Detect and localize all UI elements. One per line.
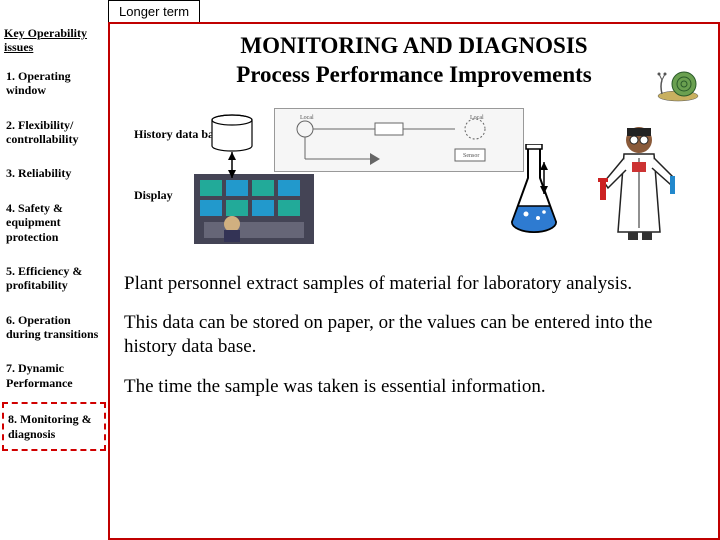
- sidebar-item-6: 6. Operation during transitions: [0, 303, 108, 352]
- tab-longer-term[interactable]: Longer term: [108, 0, 200, 23]
- snail-icon: [656, 66, 706, 102]
- diagram-area: History data base Display Local: [124, 108, 704, 248]
- title-line-1: MONITORING AND DIAGNOSIS: [124, 32, 704, 61]
- sidebar-item-7: 7. Dynamic Performance: [0, 351, 108, 400]
- main-panel: MONITORING AND DIAGNOSIS Process Perform…: [108, 22, 720, 540]
- sidebar-item-2: 2. Flexibility/ controllability: [0, 108, 108, 157]
- scientist-icon: [594, 122, 684, 240]
- sidebar: Key Operability issues 1. Operating wind…: [0, 20, 108, 540]
- sidebar-item-1: 1. Operating window: [0, 59, 108, 108]
- title-line-2: Process Performance Improvements: [124, 61, 704, 90]
- sidebar-item-3: 3. Reliability: [0, 156, 108, 190]
- title-block: MONITORING AND DIAGNOSIS Process Perform…: [124, 32, 704, 90]
- sidebar-item-4: 4. Safety & equipment protection: [0, 191, 108, 254]
- paragraph-3: The time the sample was taken is essenti…: [124, 375, 704, 399]
- sidebar-item-5: 5. Efficiency & profitability: [0, 254, 108, 303]
- sidebar-header: Key Operability issues: [0, 20, 108, 59]
- body-text: Plant personnel extract samples of mater…: [124, 272, 704, 399]
- paragraph-2: This data can be stored on paper, or the…: [124, 311, 704, 359]
- sidebar-item-8-active: 8. Monitoring & diagnosis: [2, 402, 106, 451]
- flask-icon: [504, 144, 564, 234]
- paragraph-1: Plant personnel extract samples of mater…: [124, 272, 704, 296]
